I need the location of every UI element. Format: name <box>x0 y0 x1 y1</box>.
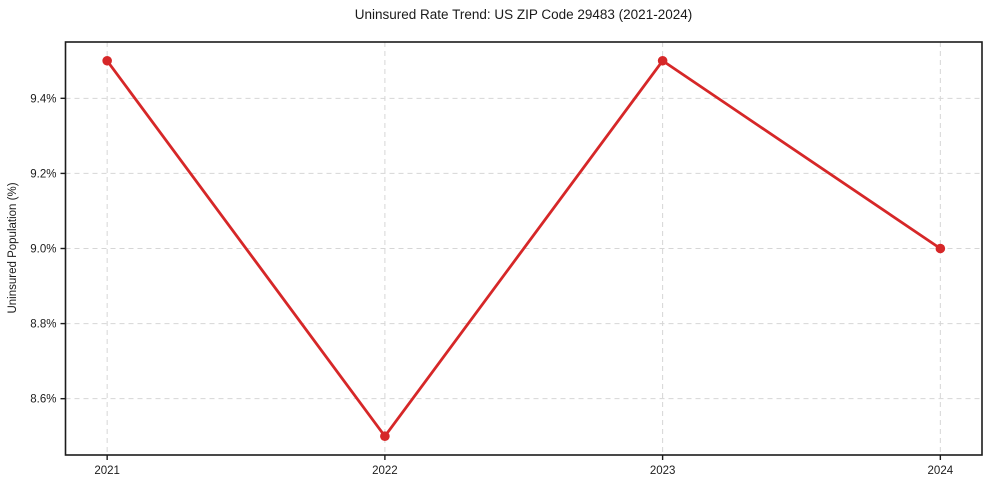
y-tick-label: 9.4% <box>30 93 56 105</box>
data-point-2021 <box>102 55 112 66</box>
y-tick-label: 8.8% <box>30 319 56 331</box>
x-tick-label: 2024 <box>928 465 954 477</box>
chart-title: Uninsured Rate Trend: US ZIP Code 29483 … <box>354 7 693 22</box>
x-tick-label: 2022 <box>372 465 398 477</box>
data-point-2022 <box>380 431 390 442</box>
trend-line <box>105 59 942 438</box>
data-point-2023 <box>657 55 668 66</box>
y-tick-label: 8.6% <box>30 394 56 406</box>
x-tick-label: 2023 <box>650 465 676 477</box>
data-point-2024 <box>935 243 946 254</box>
x-tick-label: 2021 <box>94 465 120 477</box>
y-tick-label: 9.0% <box>30 244 56 256</box>
y-tick-label: 9.2% <box>30 168 56 180</box>
